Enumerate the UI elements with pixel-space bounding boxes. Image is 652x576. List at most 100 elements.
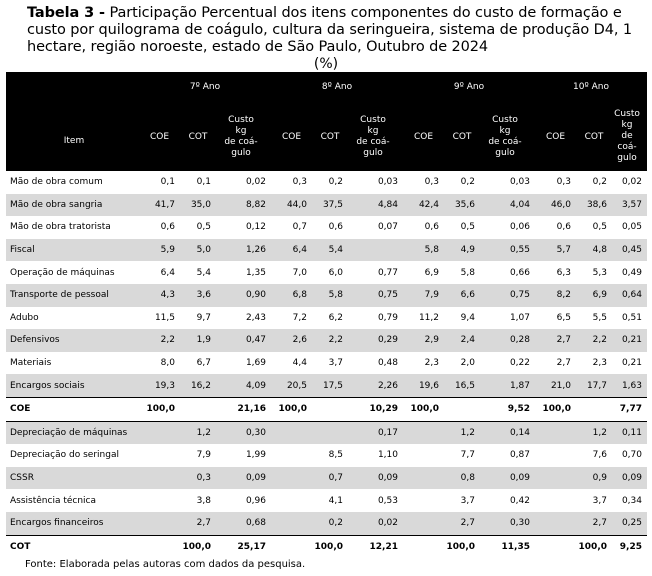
- table-cell: 6,4: [160, 267, 175, 278]
- table-cell: 0,49: [621, 267, 642, 278]
- table-cell: [180, 396, 216, 422]
- row-label: Encargos sociais: [6, 374, 139, 398]
- table-cell: 6,3: [556, 267, 571, 278]
- table-cell: 0,90: [216, 283, 271, 307]
- table-cell: 0,06: [509, 222, 530, 233]
- custo-header-line: kg: [235, 125, 247, 136]
- coe-header: COE: [271, 102, 312, 171]
- table-row: Encargos sociais 19,3 16,2 4,09 20,5 17,5 2,26…: [6, 374, 647, 398]
- coe-header: COE: [139, 102, 180, 171]
- table-cell: 0,14: [480, 421, 535, 445]
- row-label: COT: [6, 534, 139, 559]
- table-cell: 0,51: [621, 312, 642, 323]
- table-cell: [403, 466, 444, 490]
- table-cell: 0,21: [621, 358, 642, 369]
- table-cell: 2,3: [592, 358, 607, 369]
- table-cell: 3,8: [196, 495, 211, 506]
- table-caption: Tabela 3 - Participação Percentual dos i…: [27, 5, 647, 56]
- table-cell: 0,22: [509, 358, 530, 369]
- table-cell: 7,9: [403, 283, 444, 307]
- table-cell: 9,25: [612, 534, 647, 559]
- table-cell: 0,3: [292, 177, 307, 188]
- custo-header: Custo kg de coá-gulo: [480, 102, 535, 171]
- table-row: CSSR 0,3 0,09 0,7 0,09 0,8 0,09 0,9 0,09: [6, 466, 647, 490]
- table-cell: 0,6: [328, 222, 343, 233]
- table-cell: 1,26: [216, 238, 271, 262]
- table-cell: 21,0: [535, 374, 576, 398]
- custo-header-line: de coá-: [224, 136, 258, 147]
- table-cell: 7,0: [292, 267, 307, 278]
- table-cell: 100,0: [271, 396, 312, 422]
- table-cell: [139, 466, 180, 490]
- row-label: Mão de obra comum: [10, 177, 103, 188]
- table-cell: 0,07: [377, 222, 398, 233]
- custo-header-line: de coá-: [356, 136, 390, 147]
- table-cell: 25,17: [216, 534, 271, 559]
- table-cell: [576, 396, 612, 422]
- table-cell: 5,3: [592, 267, 607, 278]
- table-cell: 0,79: [377, 312, 398, 323]
- table-cell: 44,0: [271, 193, 312, 217]
- table-cell: 10,29: [348, 396, 403, 422]
- table-cell: 11,35: [480, 534, 535, 559]
- table-cell: 12,21: [348, 534, 403, 559]
- row-label: Mão de obra sangria: [6, 193, 139, 217]
- table-cell: 0,7: [312, 466, 348, 490]
- table-cell: [271, 421, 312, 445]
- table-cell: 9,4: [460, 312, 475, 323]
- table-cell: 5,9: [139, 238, 180, 262]
- table-cell: 2,43: [245, 312, 266, 323]
- table-cell: 0,5: [592, 222, 607, 233]
- table-cell: 8,5: [328, 450, 343, 461]
- table-cell: 0,87: [509, 450, 530, 461]
- table-row: Depreciação do seringal 7,9 1,99 8,5 1,10 7,7…: [6, 444, 647, 467]
- table-cell: 2,7: [556, 358, 571, 369]
- table-cell: 0,75: [348, 283, 403, 307]
- table-cell: 0,2: [312, 511, 348, 535]
- table-cell: 0,03: [509, 177, 530, 188]
- table-cell: [271, 444, 312, 467]
- table-cell: 1,2: [180, 421, 216, 445]
- table-cell: 6,8: [271, 283, 312, 307]
- table-cell: 0,11: [612, 421, 647, 445]
- table-cell: 2,4: [444, 329, 480, 352]
- table-cell: 1,9: [180, 329, 216, 352]
- table-cell: [403, 534, 444, 559]
- table-row: Operação de máquinas 6,4 5,4 1,35 7,0 6,0 0,77…: [6, 261, 647, 284]
- cot-header: COT: [180, 102, 216, 171]
- table-row: COT 100,0 25,17 100,0 12,21 100,0 11,35 100,0 9,…: [6, 534, 647, 559]
- table-cell: [312, 421, 348, 445]
- table-cell: 3,7: [328, 358, 343, 369]
- custo-header-line: Custo: [492, 114, 518, 125]
- table-cell: 0,09: [612, 466, 647, 490]
- cost-table: Item 7º Ano 8º Ano 9º Ano 10º Ano COE COT…: [6, 72, 647, 559]
- table-cell: 2,2: [312, 329, 348, 352]
- table-cell: 2,6: [271, 329, 312, 352]
- table-cell: 1,2: [444, 421, 480, 445]
- table-cell: 0,17: [348, 421, 403, 445]
- table-cell: 2,2: [576, 329, 612, 352]
- table-cell: 6,5: [556, 312, 571, 323]
- table-cell: 7,2: [292, 312, 307, 323]
- table-cell: 37,5: [312, 193, 348, 217]
- table-cell: 0,12: [245, 222, 266, 233]
- row-label: Assistência técnica: [10, 495, 97, 506]
- table-cell: 5,8: [403, 238, 444, 262]
- table-cell: 0,6: [424, 222, 439, 233]
- table-cell: 42,4: [403, 193, 444, 217]
- custo-header-line: de coá-: [488, 136, 522, 147]
- table-cell: 2,7: [444, 511, 480, 535]
- custo-header: Custo kg de coá-gulo: [612, 102, 647, 171]
- custo-header-line: gulo: [363, 147, 383, 158]
- table-cell: 0,47: [216, 329, 271, 352]
- table-cell: 8,82: [216, 193, 271, 217]
- table-cell: [535, 466, 576, 490]
- table-cell: 0,5: [196, 222, 211, 233]
- cot-header: COT: [576, 102, 612, 171]
- custo-header-line: gulo: [617, 153, 637, 163]
- table-cell: 0,45: [612, 238, 647, 262]
- table-cell: 9,52: [480, 396, 535, 422]
- table-cell: 1,87: [480, 374, 535, 398]
- table-cell: 8,2: [535, 283, 576, 307]
- table-cell: [403, 444, 444, 467]
